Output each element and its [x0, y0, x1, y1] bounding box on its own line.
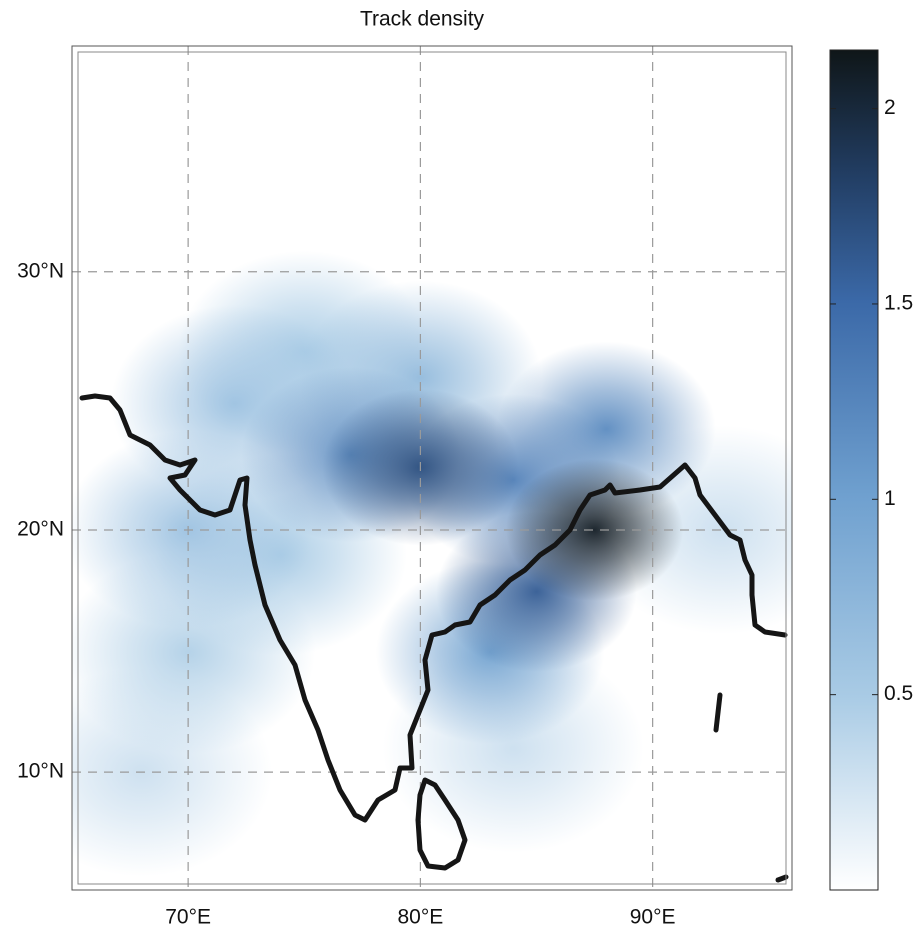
density-field — [72, 250, 792, 877]
coastline-india — [79, 393, 788, 823]
colorbar: 0.5 1 1.5 2 — [829, 49, 913, 891]
chart-title: Track density — [360, 8, 485, 31]
map-frame-outer — [71, 45, 793, 891]
y-tick-label: 10°N — [17, 760, 64, 783]
coastline-andaman — [713, 692, 723, 733]
x-tick-label: 90°E — [630, 906, 676, 929]
y-tick-label: 30°N — [17, 259, 64, 282]
colorbar-tick-label: 0.5 — [884, 682, 913, 705]
coastline-sri-lanka — [415, 777, 468, 871]
colorbar-tick-label: 1.5 — [884, 292, 913, 315]
y-tick-label: 20°N — [17, 518, 64, 541]
coastline — [79, 393, 789, 883]
colorbar-tick-label: 1 — [884, 487, 896, 510]
density-peak — [505, 459, 684, 601]
map-frame-inner — [77, 51, 787, 885]
coastline-corner — [775, 874, 789, 883]
x-tick-label: 80°E — [398, 906, 444, 929]
colorbar-tick-label: 2 — [884, 96, 896, 119]
colorbar-scale — [829, 49, 879, 891]
x-tick-label: 70°E — [165, 906, 211, 929]
